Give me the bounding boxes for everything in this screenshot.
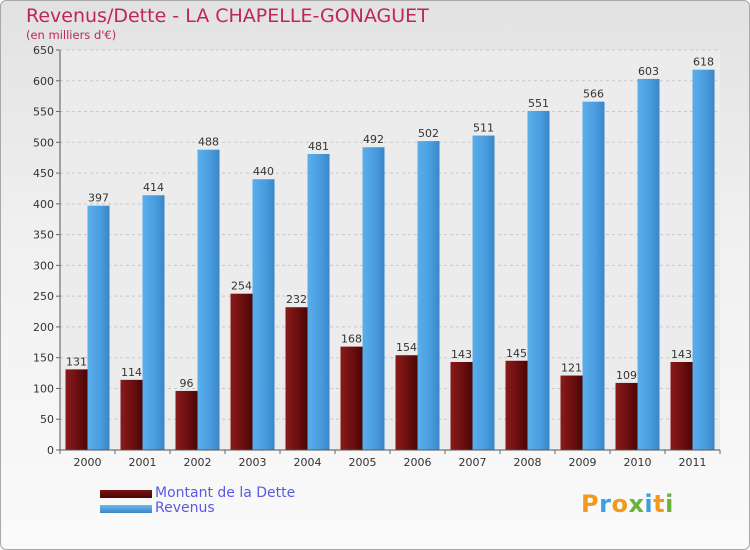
data-label-dette: 143: [451, 348, 472, 361]
y-tick-label: 250: [33, 290, 54, 303]
x-tick-label: 2002: [184, 456, 212, 469]
data-label-revenus: 603: [638, 65, 659, 78]
data-label-revenus: 551: [528, 97, 549, 110]
x-tick-label: 2005: [349, 456, 377, 469]
x-tick-label: 2011: [679, 456, 707, 469]
bar-revenus: [417, 141, 440, 451]
y-tick-label: 50: [40, 413, 54, 426]
bar-dette: [395, 355, 418, 450]
data-label-dette: 131: [66, 355, 87, 368]
data-label-revenus: 492: [363, 133, 384, 146]
x-tick-label: 2007: [459, 456, 487, 469]
bar-dette: [670, 362, 693, 450]
bar-revenus: [582, 101, 605, 450]
y-tick-label: 150: [33, 352, 54, 365]
y-tick-label: 200: [33, 321, 54, 334]
y-tick-label: 300: [33, 259, 54, 272]
data-label-revenus: 618: [693, 56, 714, 69]
chart-subtitle: (en milliers d'€): [26, 28, 117, 42]
data-label-dette: 254: [231, 280, 252, 293]
x-tick-label: 2006: [404, 456, 432, 469]
bar-dette: [340, 346, 363, 450]
data-label-revenus: 440: [253, 165, 274, 178]
y-tick-label: 0: [47, 444, 54, 457]
data-label-revenus: 566: [583, 88, 604, 101]
data-label-dette: 96: [180, 377, 194, 390]
bar-revenus: [692, 69, 715, 450]
bar-revenus: [472, 135, 495, 451]
data-label-revenus: 481: [308, 140, 329, 153]
legend-swatch-dette: [100, 490, 152, 498]
bar-dette: [65, 369, 88, 450]
data-label-revenus: 397: [88, 192, 109, 205]
x-tick-label: 2008: [514, 456, 542, 469]
bar-dette: [175, 390, 198, 450]
y-tick-label: 100: [33, 382, 54, 395]
y-tick-label: 550: [33, 106, 54, 119]
legend-label-dette: Montant de la Dette: [155, 485, 296, 501]
legend-swatch-revenus: [100, 505, 152, 513]
data-label-dette: 168: [341, 333, 362, 346]
data-label-dette: 143: [671, 348, 692, 361]
x-tick-label: 2010: [624, 456, 652, 469]
bar-dette: [505, 360, 528, 450]
y-tick-label: 450: [33, 167, 54, 180]
bar-revenus: [197, 149, 220, 450]
data-label-revenus: 511: [473, 122, 494, 135]
bar-revenus: [527, 110, 550, 450]
bar-dette: [120, 379, 143, 450]
data-label-dette: 109: [616, 369, 637, 382]
y-tick-label: 350: [33, 229, 54, 242]
bar-revenus: [252, 179, 275, 450]
bar-revenus: [362, 147, 385, 450]
data-label-dette: 232: [286, 293, 307, 306]
y-tick-label: 400: [33, 198, 54, 211]
x-tick-label: 2003: [239, 456, 267, 469]
x-tick-label: 2004: [294, 456, 322, 469]
data-label-dette: 154: [396, 341, 417, 354]
bar-revenus: [142, 195, 165, 450]
bar-dette: [450, 362, 473, 450]
proxiti-logo: Proxiti: [581, 490, 674, 518]
x-tick-label: 2000: [74, 456, 102, 469]
bar-revenus: [307, 154, 330, 450]
data-label-revenus: 488: [198, 136, 219, 149]
data-label-revenus: 414: [143, 181, 164, 194]
legend-label-revenus: Revenus: [155, 500, 215, 516]
x-tick-label: 2009: [569, 456, 597, 469]
bar-revenus: [87, 205, 110, 450]
logo-letter: t: [653, 490, 666, 518]
y-tick-label: 650: [33, 44, 54, 57]
x-tick-label: 2001: [129, 456, 157, 469]
logo-letter: x: [628, 490, 645, 518]
bar-revenus: [637, 78, 660, 450]
data-label-dette: 114: [121, 366, 142, 379]
logo-letter: i: [644, 490, 654, 518]
chart-title: Revenus/Dette - LA CHAPELLE-GONAGUET: [26, 5, 429, 27]
bar-dette: [560, 375, 583, 450]
logo-letter: i: [665, 490, 674, 518]
data-label-dette: 145: [506, 347, 527, 360]
bar-dette: [285, 307, 308, 450]
logo-letter: r: [599, 490, 612, 518]
data-label-revenus: 502: [418, 127, 439, 140]
bar-dette: [615, 382, 638, 450]
data-label-dette: 121: [561, 362, 582, 375]
logo-letter: o: [611, 490, 629, 518]
bar-dette: [230, 293, 253, 450]
logo-letter: P: [581, 490, 600, 518]
y-tick-label: 500: [33, 136, 54, 149]
plot-background: [60, 50, 720, 450]
y-tick-label: 600: [33, 75, 54, 88]
